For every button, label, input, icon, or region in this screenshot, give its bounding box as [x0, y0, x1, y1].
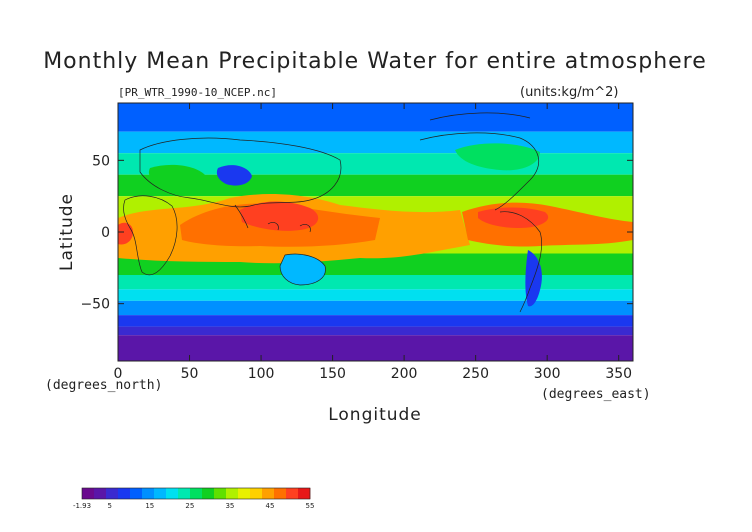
x-tick-label: 350 — [605, 366, 632, 382]
colorbar-swatch — [190, 488, 203, 499]
colorbar-swatch — [250, 488, 263, 499]
y-tick-label: 0 — [101, 225, 110, 241]
colorbar-swatch — [202, 488, 215, 499]
latitude-band — [118, 131, 633, 154]
colorbar-swatch — [286, 488, 299, 499]
colorbar-swatch — [106, 488, 119, 499]
x-tick-label: 50 — [181, 366, 199, 382]
precipitable-water-map — [117, 102, 634, 362]
colorbar-swatch — [298, 488, 311, 499]
latitude-band — [118, 300, 633, 316]
x-tick-label: 300 — [534, 366, 561, 382]
y-axis-label: Latitude — [57, 193, 77, 271]
colorbar-swatch — [166, 488, 179, 499]
colorbar-swatch — [178, 488, 191, 499]
colorbar-tick-label: 25 — [185, 502, 194, 510]
colorbar-tick-label: 45 — [265, 502, 274, 510]
colorbar-swatch — [94, 488, 107, 499]
y-axis-ticks: 50 0 −50 — [80, 153, 633, 313]
latitude-band — [118, 103, 633, 132]
latitude-band — [118, 335, 633, 361]
file-label: [PR_WTR_1990-10_NCEP.nc] — [118, 86, 277, 99]
colorbar-swatch — [142, 488, 155, 499]
y-tick-label: −50 — [80, 297, 110, 313]
y-unit-label: (degrees_north) — [45, 378, 162, 393]
colorbar-swatch — [238, 488, 251, 499]
colorbar: -1.93 5 15 25 35 45 55 — [73, 487, 315, 510]
colorbar-swatch — [130, 488, 143, 499]
colorbar-swatch — [154, 488, 167, 499]
units-label: (units:kg/m^2) — [520, 85, 618, 100]
x-tick-label: 150 — [319, 366, 346, 382]
x-tick-label: 0 — [114, 366, 123, 382]
colorbar-swatch — [274, 488, 287, 499]
x-tick-label: 100 — [248, 366, 275, 382]
x-tick-label: 200 — [391, 366, 418, 382]
land-features — [148, 143, 542, 307]
colorbar-swatch — [214, 488, 227, 499]
colorbar-tick-label: 35 — [225, 502, 234, 510]
latitude-band — [118, 275, 633, 290]
chart-title: Monthly Mean Precipitable Water for enti… — [43, 49, 707, 74]
colorbar-frame — [81, 487, 311, 500]
colorbar-swatch — [118, 488, 131, 499]
x-axis-label: Longitude — [328, 405, 422, 425]
latitude-band — [118, 315, 633, 327]
tropical-moisture-field — [118, 194, 633, 264]
x-unit-label: (degrees_east) — [541, 387, 651, 402]
latitude-band — [118, 326, 633, 336]
latitude-band — [118, 289, 633, 301]
colorbar-tick-label: 15 — [145, 502, 154, 510]
x-tick-label: 250 — [462, 366, 489, 382]
y-tick-label: 50 — [92, 153, 110, 169]
colorbar-tick-label: -1.93 — [73, 502, 91, 510]
colorbar-swatch — [82, 488, 95, 499]
colorbar-tick-label: 5 — [108, 502, 112, 510]
colorbar-swatch — [262, 488, 275, 499]
coastlines — [123, 112, 543, 313]
colorbar-tick-label: 55 — [306, 502, 315, 510]
colorbar-swatch — [226, 488, 239, 499]
x-axis-ticks: 0 50 100 150 200 250 300 350 — [114, 103, 632, 382]
